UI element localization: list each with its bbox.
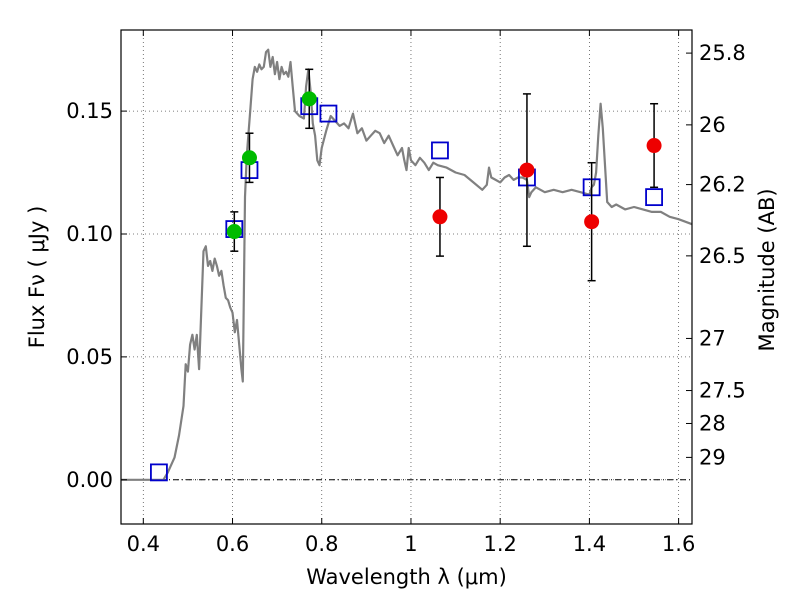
observed-point-red <box>646 138 662 154</box>
model-photometry-marker <box>150 463 168 482</box>
observed-point-green <box>301 91 317 107</box>
observed-point-red <box>584 214 600 230</box>
model-spectrum <box>121 48 693 481</box>
model-photometry-marker <box>319 104 338 123</box>
ticks: 0.4 0.6 0.8 1 1.2 1.4 1.6 0.00 0.05 0.10 0.15 25.8 2… <box>66 30 746 556</box>
y-tick-label: 0.15 <box>66 99 113 123</box>
model-photometry <box>150 97 663 482</box>
x-tick-label: 1.4 <box>573 532 606 556</box>
y-tick-label: 0.00 <box>66 468 113 492</box>
x-axis-label: Wavelength λ (μm) <box>306 565 507 589</box>
x-tick-label: 1.2 <box>483 532 516 556</box>
observed-point-green <box>241 150 257 166</box>
right-axis-label: Magnitude (AB) <box>755 188 779 351</box>
right-tick-label: 25.8 <box>699 41 746 65</box>
y-axis-label: Flux Fν ( μJy ) <box>25 206 49 349</box>
right-tick-label: 27.5 <box>699 379 746 403</box>
x-tick-label: 0.8 <box>305 532 338 556</box>
x-tick-label: 1.6 <box>662 532 695 556</box>
right-tick-label: 29 <box>699 445 726 469</box>
x-tick-label: 0.4 <box>127 532 160 556</box>
x-tick-label: 1 <box>404 532 417 556</box>
y-tick-label: 0.05 <box>66 345 113 369</box>
right-tick-label: 26.5 <box>699 244 746 268</box>
model-spectrum-line <box>121 48 693 481</box>
right-tick-label: 26 <box>699 113 726 137</box>
grid <box>121 30 692 524</box>
observed-point-green <box>226 224 242 240</box>
model-photometry-marker <box>645 188 663 207</box>
y-tick-label: 0.10 <box>66 222 113 246</box>
x-tick-label: 0.6 <box>216 532 249 556</box>
right-tick-label: 27 <box>699 326 726 350</box>
plot-frame <box>120 29 693 525</box>
observed-photometry <box>226 91 662 240</box>
right-tick-label: 26.2 <box>699 173 746 197</box>
right-tick-label: 28 <box>699 411 726 435</box>
model-photometry-marker <box>431 141 449 160</box>
observed-point-red <box>519 162 535 178</box>
observed-point-red <box>432 209 448 225</box>
